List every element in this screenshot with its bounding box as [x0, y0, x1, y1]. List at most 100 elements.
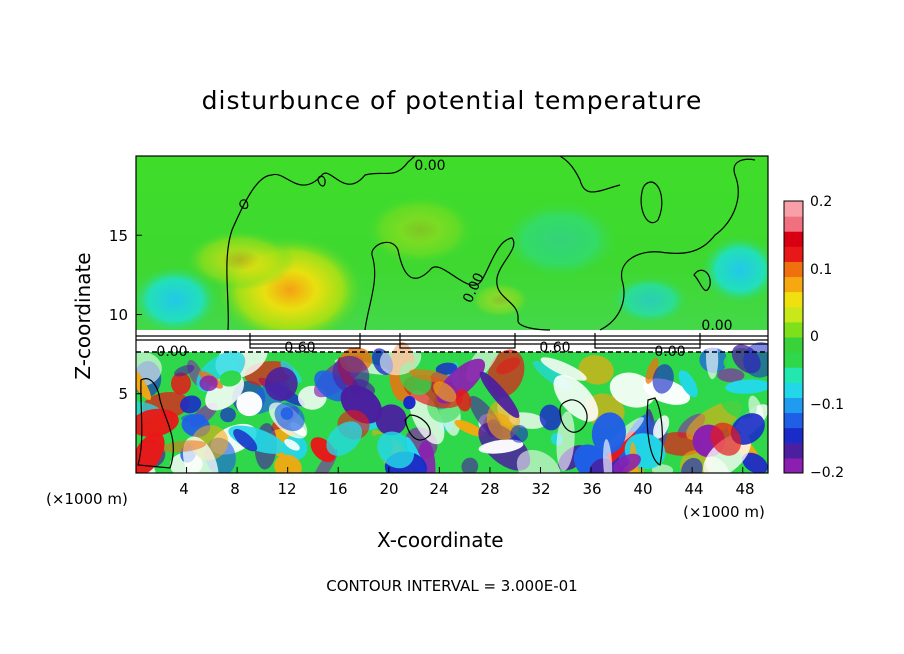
turbulence-patch: [553, 374, 599, 422]
turbulence-patch: [136, 362, 152, 400]
turbulence-patch: [375, 404, 407, 436]
contour-label: 0.60: [539, 340, 571, 356]
turbulence-patch: [433, 381, 457, 403]
colorbar-swatch: [784, 412, 803, 429]
turbulence-patch: [326, 421, 363, 456]
turbulence-patch: [280, 407, 294, 420]
turbulence-patch: [136, 408, 179, 437]
contour-interval-note: CONTOUR INTERVAL = 3.000E-01: [326, 577, 578, 595]
x-tick-label: 44: [684, 480, 704, 498]
colorbar-tick-label: −0.1: [810, 397, 844, 413]
colorbar-swatch: [784, 201, 803, 217]
turbulence-patch: [377, 431, 415, 469]
x-unit-label-right: (×1000 m): [683, 503, 765, 521]
turbulence-patch: [159, 440, 207, 453]
turbulence-patch: [233, 429, 258, 452]
colorbar-tick-label: 0: [810, 329, 819, 345]
turbulence-patch: [454, 419, 484, 437]
contour-label: 0.00: [701, 318, 733, 334]
turbulence-patch: [264, 366, 298, 402]
heatmap-field: [136, 156, 768, 473]
turbulence-patch: [540, 357, 587, 381]
x-tick-label: 12: [277, 480, 297, 498]
turbulence-patch: [556, 411, 575, 471]
colorbar-tick-label: 0.1: [810, 262, 833, 278]
colorbar-swatch: [784, 276, 803, 293]
turbulence-patch: [717, 368, 745, 383]
x-tick-label: 8: [230, 480, 240, 498]
x-tick-label: 24: [429, 480, 449, 498]
x-tick-label: 4: [179, 480, 189, 498]
turbulence-patch: [455, 389, 472, 412]
turbulence-patch: [408, 369, 452, 383]
turbulence-patch: [173, 364, 195, 377]
colorbar-tick-label: 0.2: [810, 194, 833, 210]
colorbar-swatch: [784, 291, 803, 308]
turbulence-patch: [219, 370, 242, 387]
turbulence-patch: [478, 439, 524, 454]
y-tick-label: 5: [118, 385, 128, 403]
colorbar-swatch: [784, 337, 803, 353]
contour-label: 0.60: [284, 340, 316, 356]
colorbar-swatch: [784, 457, 803, 474]
contour-label: 0.00: [654, 344, 686, 360]
colorbar-swatch: [784, 427, 803, 444]
x-tick-label: 16: [328, 480, 348, 498]
x-tick-marks: [186, 467, 744, 473]
colorbar-frame: [783, 200, 804, 474]
x-tick-label: 40: [633, 480, 653, 498]
turbulence-patch: [220, 407, 236, 423]
turbulence-patch: [645, 357, 659, 384]
colorbar-swatch: [784, 231, 803, 247]
turbulence-patch: [720, 390, 757, 419]
turbulence-patch: [591, 412, 626, 455]
turbulence-patch: [653, 415, 670, 439]
colorbar-swatch: [784, 397, 803, 414]
turbulence-patch: [284, 439, 300, 451]
turbulence-patch: [510, 424, 529, 443]
contour-label: 0.00: [414, 158, 446, 174]
turbulence-patch: [705, 337, 719, 380]
turbulence-patch: [578, 355, 614, 385]
x-axis-label: X-coordinate: [377, 528, 504, 552]
colorbar-swatch: [784, 352, 803, 368]
turbulence-patch: [136, 351, 162, 387]
y-tick-marks: [136, 234, 142, 395]
colorbar-swatch: [784, 442, 803, 459]
turbulence-patch: [743, 342, 768, 378]
x-tick-label: 48: [735, 480, 755, 498]
turbulence-patch: [180, 395, 202, 414]
colorbar-swatch: [784, 216, 803, 232]
colorbar-swatch: [784, 321, 803, 338]
y-axis-label: Z-coordinate: [71, 252, 95, 380]
turbulence-patch: [710, 422, 742, 456]
contour-lines: [136, 156, 768, 469]
x-unit-label-left: (×1000 m): [46, 490, 128, 508]
turbulence-patch: [742, 452, 768, 473]
turbulence-patch: [516, 450, 561, 473]
turbulence-patch: [236, 391, 263, 417]
turbulence-patch: [403, 395, 416, 410]
turbulence-patch: [612, 453, 641, 473]
turbulence-patch: [652, 364, 674, 394]
x-tick-label: 32: [531, 480, 551, 498]
turbulence-patch: [170, 372, 192, 395]
turbulence-patch: [199, 375, 218, 392]
turbulence-patch: [435, 362, 458, 375]
colorbar-swatch: [784, 261, 803, 278]
turbulence-patch: [496, 357, 521, 375]
colorbar-swatch: [784, 382, 803, 398]
y-tick-label: 10: [108, 306, 128, 324]
chart-title: disturbunce of potential temperature: [201, 86, 703, 115]
x-tick-label: 20: [379, 480, 399, 498]
turbulence-patch: [678, 370, 698, 398]
colorbar-tick-label: −0.2: [810, 465, 844, 481]
colorbar-swatch: [784, 246, 803, 262]
x-tick-label: 28: [480, 480, 500, 498]
x-tick-label: 36: [582, 480, 602, 498]
turbulence-patch: [725, 379, 768, 394]
turbulence-patch: [705, 456, 730, 473]
turbulence-patch: [332, 355, 370, 394]
colorbar: [784, 201, 803, 474]
